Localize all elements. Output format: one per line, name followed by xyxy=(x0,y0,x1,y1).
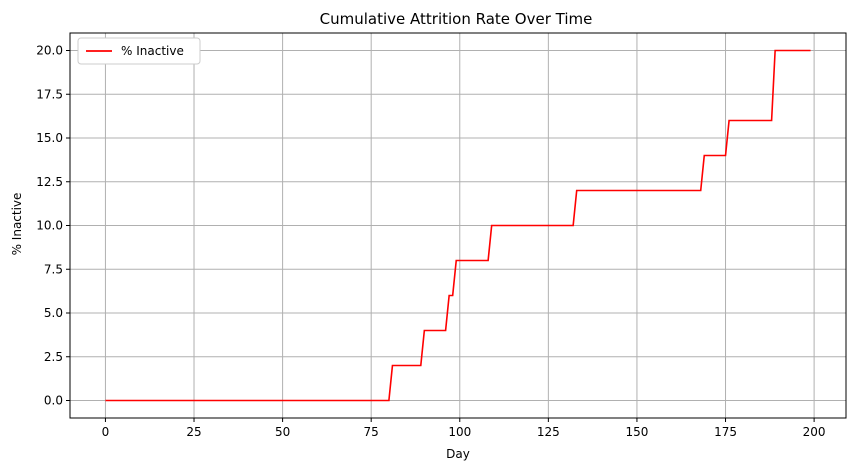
grid-layer xyxy=(70,33,846,418)
x-tick-label: 175 xyxy=(714,425,737,439)
x-tick-label: 100 xyxy=(448,425,471,439)
legend-label: % Inactive xyxy=(121,44,184,58)
y-tick-label: 0.0 xyxy=(44,394,63,408)
y-tick-label: 17.5 xyxy=(36,87,63,101)
axes-layer: 0 25 50 75 100 125 150 175 200 0.0 2.5 5.0 7.5 10.0 12… xyxy=(36,32,847,439)
y-tick-label: 12.5 xyxy=(36,175,63,189)
y-tick-label: 7.5 xyxy=(44,262,63,276)
x-axis-label: Day xyxy=(446,447,470,461)
y-axis-label: % Inactive xyxy=(10,193,24,256)
x-tick-label: 75 xyxy=(364,425,379,439)
x-tick-label: 50 xyxy=(275,425,290,439)
y-tick-label: 15.0 xyxy=(36,131,63,145)
legend-box xyxy=(77,37,201,65)
legend: % Inactive xyxy=(77,37,201,65)
y-tick-label: 10.0 xyxy=(36,219,63,233)
y-tick-label: 2.5 xyxy=(44,350,63,364)
series-layer xyxy=(105,49,811,402)
series-line-inactive xyxy=(105,49,811,402)
y-tick-label: 20.0 xyxy=(36,44,63,58)
x-tick-label: 125 xyxy=(537,425,560,439)
x-tick-label: 150 xyxy=(625,425,648,439)
x-tick-label: 0 xyxy=(102,425,110,439)
x-tick-label: 25 xyxy=(186,425,201,439)
chart-title: Cumulative Attrition Rate Over Time xyxy=(320,10,593,28)
x-tick-label: 200 xyxy=(803,425,826,439)
y-tick-label: 5.0 xyxy=(44,306,63,320)
